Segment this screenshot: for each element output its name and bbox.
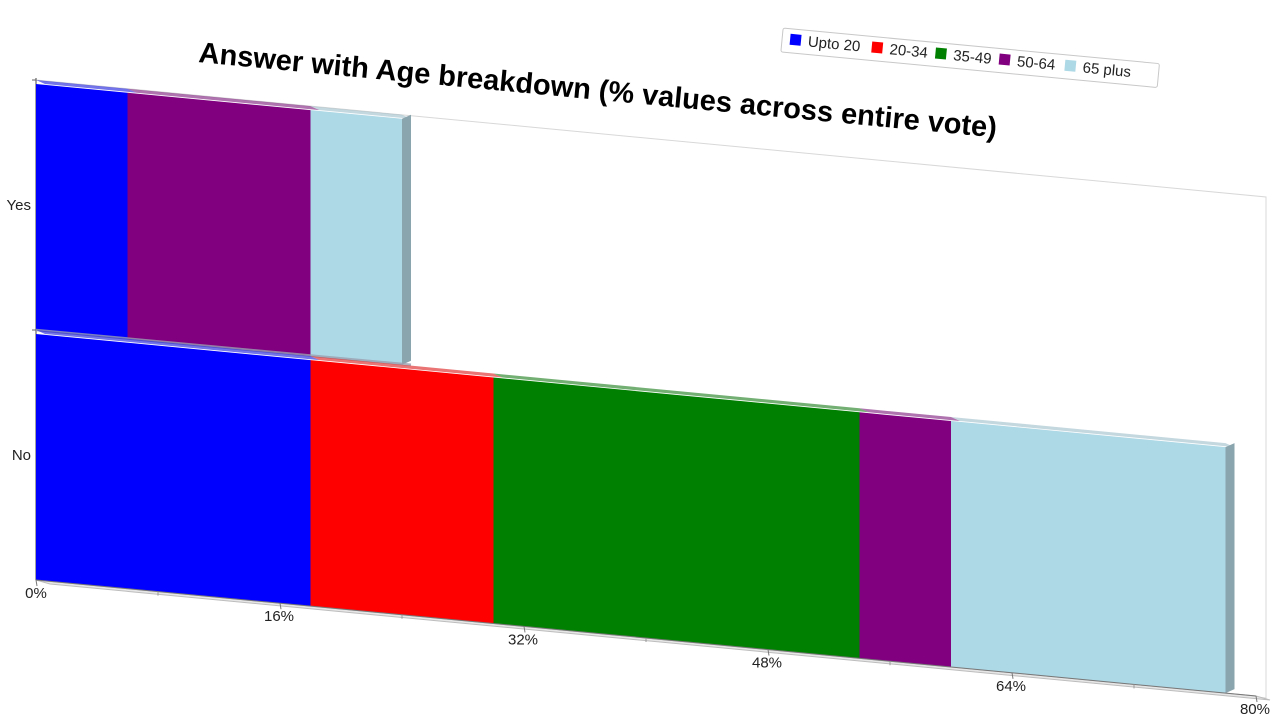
x-tick [279,603,282,610]
x-tick-label: 48% [752,655,782,672]
bar-top-face [36,330,320,361]
legend-label: 50-64 [1016,53,1056,74]
bar-end-face [1225,443,1235,694]
bar-top-face [127,88,320,111]
legend-label: 20-34 [889,41,929,62]
legend-label: Upto 20 [807,33,861,55]
x-tick [1011,672,1014,679]
x-tick-label: 80% [1240,701,1270,718]
bar-top-face [951,417,1235,448]
category-divider [35,328,412,367]
bar-front-face [127,92,311,357]
category-label: No [12,447,31,464]
bar-front-face [951,421,1226,694]
bar-front-face [859,412,951,667]
legend-item-35-49[interactable]: 35-49 [934,46,993,68]
legend-swatch [871,41,884,54]
legend-label: 35-49 [952,47,992,68]
bar-yes-upto-20[interactable] [36,80,137,339]
bar-yes-50-64[interactable] [127,88,320,357]
bar-front-face [493,377,860,659]
x-tick [1255,695,1258,703]
bar-no-50-64[interactable] [859,408,961,667]
legend-swatch [1064,59,1077,72]
x-tick [767,649,770,656]
x-tick-label: 0% [25,585,47,602]
legend-item-upto-20[interactable]: Upto 20 [789,32,861,56]
legend[interactable]: Upto 20 20-34 35-49 50-64 65 plus [780,27,1160,88]
x-axis: 0% 16% 32% 48% 64% 80% [25,579,1270,718]
x-tick-label: 64% [996,678,1026,695]
bar-top-face [859,408,960,421]
bar-front-face [36,334,311,607]
bar-no-upto-20[interactable] [36,330,320,607]
x-tick-label: 32% [508,631,538,648]
bar-end-face [402,114,411,365]
bar-top-face [310,356,503,378]
bar-top-face [36,80,137,93]
legend-item-65-plus[interactable]: 65 plus [1064,58,1132,81]
legend-item-20-34[interactable]: 20-34 [871,40,929,62]
legend-swatch [998,53,1011,66]
bar-top-face [493,373,869,413]
x-tick [523,626,526,633]
bar-top-face [310,106,411,119]
legend-swatch [789,33,802,46]
category-label: Yes [7,197,31,214]
bar-no-20-34[interactable] [310,356,503,624]
bar-front-face [310,110,402,365]
bar-yes-65-plus[interactable] [310,106,412,365]
legend-label: 65 plus [1082,59,1132,80]
x-tick-label: 16% [264,608,294,625]
x-tick [35,579,38,587]
y-axis: Yes No [7,79,36,464]
legend-swatch [934,47,947,60]
bar-no-35-49[interactable] [493,373,869,659]
bar-no-65-plus[interactable] [951,417,1235,694]
bar-front-face [36,84,128,339]
bar-front-face [310,360,494,624]
legend-item-50-64[interactable]: 50-64 [998,52,1056,74]
bars [35,80,1235,694]
